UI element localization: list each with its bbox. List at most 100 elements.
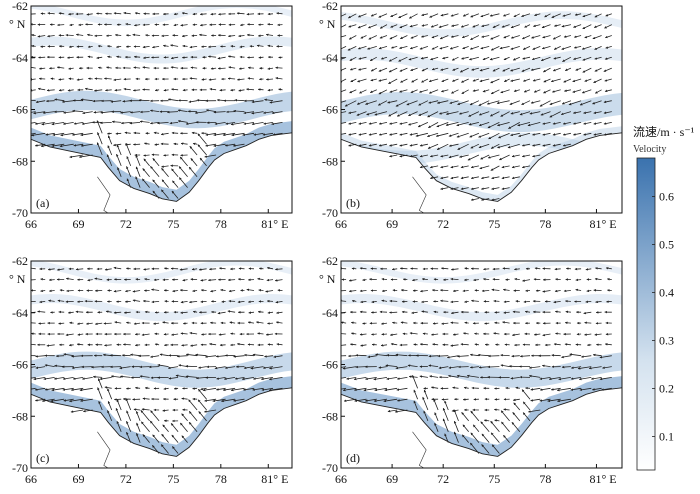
velocity-arrow	[56, 356, 64, 357]
velocity-arrow	[49, 280, 55, 281]
x-tick-label: 66	[25, 217, 37, 231]
velocity-arrow	[576, 280, 581, 281]
velocity-arrow	[172, 133, 178, 134]
velocity-arrow	[259, 57, 264, 58]
velocity-arrow	[107, 133, 111, 134]
x-tick-label: 81° E	[261, 472, 288, 486]
velocity-arrow	[267, 323, 273, 324]
velocity-arrow	[503, 268, 510, 269]
velocity-arrow	[513, 312, 520, 313]
x-tick-label: 78	[215, 472, 227, 486]
y-tick-label: -64	[12, 306, 28, 320]
velocity-arrow	[98, 46, 102, 47]
y-tick-label: -62	[12, 0, 28, 13]
velocity-arrow	[140, 112, 149, 113]
x-tick-label: 75	[488, 472, 500, 486]
velocity-arrow	[228, 280, 235, 281]
velocity-arrow	[474, 334, 479, 335]
y-tick-label: -62	[322, 0, 338, 13]
x-tick-label: 72	[120, 472, 132, 486]
velocity-arrow	[197, 100, 207, 101]
velocity-arrow	[104, 323, 112, 324]
x-tick-label: 72	[437, 472, 449, 486]
velocity-arrow	[164, 155, 169, 156]
map-area	[332, 259, 622, 481]
velocity-arrow	[95, 79, 103, 80]
velocity-arrow	[231, 90, 236, 91]
velocity-arrow	[382, 334, 387, 335]
velocity-arrow	[201, 301, 207, 302]
x-tick-label: 66	[335, 472, 347, 486]
velocity-arrow	[432, 290, 438, 291]
x-tick-label: 72	[437, 217, 449, 231]
velocity-arrow	[555, 279, 560, 280]
velocity-arrow	[28, 280, 35, 281]
velocity-arrow	[57, 25, 64, 26]
velocity-arrow	[77, 301, 83, 302]
x-tick-label: 66	[25, 472, 37, 486]
velocity-arrow	[164, 345, 168, 346]
map-area	[337, 6, 622, 226]
velocity-arrow	[248, 68, 254, 69]
x-tick-label: 69	[386, 217, 398, 231]
y-tick-label: -68	[12, 409, 28, 423]
y-tick-label: -62	[322, 254, 338, 268]
colorbar-tick-label: 0.5	[659, 237, 674, 251]
x-tick-label: 66	[335, 217, 347, 231]
x-tick-label: 78	[539, 472, 551, 486]
x-tick-label: 81° E	[261, 217, 288, 231]
velocity-arrow	[555, 269, 561, 270]
x-tick-label: 81° E	[589, 217, 616, 231]
velocity-arrow	[494, 301, 500, 302]
y-unit-label: ° N	[9, 272, 26, 286]
x-tick-label: 69	[72, 472, 84, 486]
velocity-arrow	[174, 144, 178, 145]
colorbar-tick-label: 0.6	[659, 189, 674, 203]
velocity-arrow	[67, 291, 74, 292]
colorbar-subtitle: Velocity	[633, 144, 666, 155]
velocity-arrow	[238, 279, 244, 280]
velocity-arrow	[122, 355, 131, 356]
velocity-arrow	[93, 101, 102, 102]
velocity-arrow	[414, 344, 418, 345]
colorbar-tick-label: 0.1	[659, 429, 674, 443]
velocity-arrow	[136, 279, 141, 280]
velocity-arrow	[258, 312, 263, 313]
velocity-arrow	[174, 388, 178, 389]
x-tick-label: 69	[72, 217, 84, 231]
velocity-arrow	[482, 291, 489, 292]
velocity-arrow	[268, 344, 273, 345]
velocity-arrow	[66, 35, 74, 36]
velocity-arrow	[145, 388, 150, 389]
y-unit-label: ° N	[319, 272, 336, 286]
velocity-arrow	[259, 268, 263, 269]
velocity-arrow	[182, 57, 187, 58]
y-tick-label: -66	[12, 358, 28, 372]
velocity-arrow	[164, 334, 169, 335]
colorbar-tick-label: 0.4	[659, 285, 674, 299]
velocity-arrow	[209, 269, 216, 270]
x-tick-label: 75	[488, 217, 500, 231]
velocity-arrow	[126, 268, 130, 269]
velocity-arrow	[463, 399, 469, 400]
y-tick-label: -68	[322, 409, 338, 423]
velocity-arrow	[258, 89, 263, 90]
y-tick-label: -62	[12, 254, 28, 268]
colorbar-title: 流速/m · s⁻¹	[633, 125, 695, 139]
velocity-arrow	[552, 355, 561, 356]
y-tick-label: -68	[12, 154, 28, 168]
velocity-arrow	[356, 367, 367, 368]
x-tick-label: 75	[167, 472, 179, 486]
y-tick-label: -68	[322, 154, 338, 168]
y-unit-label: ° N	[319, 17, 336, 31]
velocity-arrow	[201, 290, 207, 291]
map-area	[24, 259, 292, 481]
x-tick-label: 78	[539, 217, 551, 231]
velocity-arrow	[276, 68, 283, 69]
velocity-arrow	[585, 323, 592, 324]
